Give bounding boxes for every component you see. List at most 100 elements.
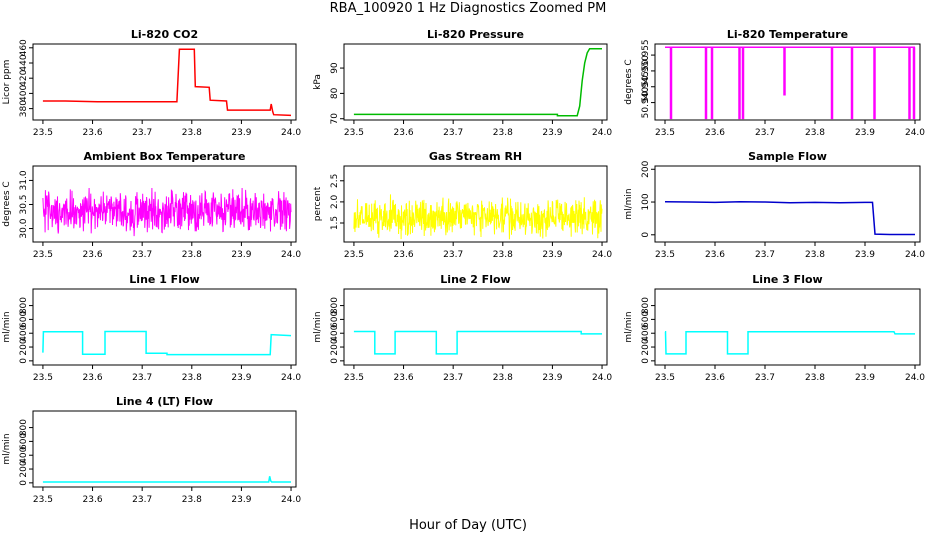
x-tick-label: 23.7: [443, 250, 463, 260]
y-tick-label: 200: [19, 460, 29, 477]
y-tick-label: 400: [19, 446, 29, 463]
y-tick-label: 200: [19, 338, 29, 355]
y-tick-label: 90: [330, 62, 340, 74]
y-tick-label: 400: [19, 324, 29, 341]
series-line: [665, 46, 916, 120]
x-tick-label: 24.0: [592, 250, 612, 260]
series-line: [42, 330, 292, 356]
x-tick-label: 23.8: [805, 373, 825, 383]
y-tick-label: 50.950: [641, 55, 651, 87]
panel-6: Sample Flow 23.5 23.6 23.7 23.8 23.9 24.0 0 100 2…: [624, 150, 925, 260]
y-tick-label: 600: [19, 311, 29, 328]
x-tick-label: 23.5: [33, 128, 53, 138]
y-tick-label: 460: [19, 39, 29, 56]
y-axis-label: ml/min: [2, 311, 12, 342]
panel-4: Ambient Box Temperature 23.5 23.6 23.7 23.8 2…: [2, 150, 301, 260]
y-tick-label: 440: [19, 54, 29, 71]
x-tick-label: 23.7: [132, 495, 152, 505]
plot-frame: [32, 43, 297, 121]
y-axis-label: ml/min: [624, 188, 634, 219]
y-tick-label: 400: [641, 324, 651, 341]
x-tick-label: 23.6: [705, 250, 725, 260]
y-tick-label: 50.945: [641, 71, 651, 103]
x-tick-label: 23.6: [83, 128, 103, 138]
series-line: [42, 476, 291, 483]
x-tick-label: 23.9: [855, 373, 875, 383]
panel-5: Gas Stream RH 23.5 23.6 23.7 23.8 23.9 24.0 1.5…: [313, 150, 612, 260]
y-axis-label: ml/min: [2, 433, 12, 464]
panel-title: Line 4 (LT) Flow: [116, 395, 213, 408]
y-tick-label: 800: [19, 297, 29, 314]
y-axis-label: kPa: [313, 74, 323, 90]
y-tick-label: 200: [641, 160, 651, 177]
x-tick-label: 23.5: [33, 250, 53, 260]
y-tick-label: 1.5: [330, 216, 340, 230]
x-tick-label: 23.9: [855, 250, 875, 260]
x-tick-label: 23.5: [344, 128, 364, 138]
panel-title: Li-820 Pressure: [427, 28, 524, 41]
x-tick-label: 23.7: [443, 128, 463, 138]
y-tick-label: 50.940: [641, 87, 651, 119]
y-tick-label: 420: [19, 69, 29, 86]
y-tick-label: 600: [641, 311, 651, 328]
x-tick-label: 23.8: [805, 128, 825, 138]
x-tick-label: 24.0: [905, 128, 925, 138]
y-tick-label: 200: [330, 338, 340, 355]
panel-8: Line 2 Flow 23.5 23.6 23.7 23.8 23.9 24.0 0 2004…: [313, 273, 612, 383]
y-tick-label: 800: [330, 297, 340, 314]
y-axis-label: percent: [313, 186, 323, 221]
x-tick-label: 23.9: [542, 373, 562, 383]
plot-frame: [654, 288, 921, 366]
x-tick-label: 23.7: [132, 373, 152, 383]
x-tick-label: 23.6: [83, 250, 103, 260]
x-tick-label: 24.0: [592, 128, 612, 138]
x-tick-label: 24.0: [281, 495, 301, 505]
x-tick-label: 23.5: [344, 373, 364, 383]
panel-title: Sample Flow: [748, 150, 827, 163]
series-line: [353, 194, 603, 240]
x-tick-label: 23.8: [493, 250, 513, 260]
x-tick-label: 24.0: [281, 250, 301, 260]
x-tick-label: 23.8: [493, 128, 513, 138]
x-tick-label: 23.9: [542, 128, 562, 138]
x-tick-label: 23.9: [231, 373, 251, 383]
y-axis-label: ml/min: [313, 311, 323, 342]
y-tick-label: 100: [641, 193, 651, 210]
x-tick-label: 23.6: [83, 495, 103, 505]
y-tick-label: 600: [19, 433, 29, 450]
y-tick-label: 80: [330, 87, 340, 99]
x-tick-label: 23.8: [182, 495, 202, 505]
x-tick-label: 23.7: [132, 128, 152, 138]
y-axis-label: degrees C: [624, 59, 634, 104]
y-tick-label: 0: [19, 358, 29, 364]
y-tick-label: 50.955: [641, 39, 651, 70]
y-tick-label: 600: [330, 311, 340, 328]
x-tick-label: 23.8: [182, 373, 202, 383]
figure-x-axis-title: Hour of Day (UTC): [409, 518, 527, 533]
y-tick-label: 0: [641, 358, 651, 364]
panel-3: Li-820 Temperature 23.5 23.6 23.7 23.8 23.9 24…: [624, 28, 925, 138]
x-tick-label: 23.6: [394, 128, 414, 138]
x-tick-label: 23.9: [231, 495, 251, 505]
x-tick-label: 24.0: [905, 373, 925, 383]
y-tick-label: 30.5: [19, 194, 29, 214]
figure-title: RBA_100920 1 Hz Diagnostics Zoomed PM: [329, 1, 607, 16]
x-tick-label: 23.7: [755, 373, 775, 383]
panel-7: Line 1 Flow 23.5 23.6 23.7 23.8 23.9 24.0 0 2004…: [2, 273, 301, 383]
x-tick-label: 24.0: [281, 373, 301, 383]
x-tick-label: 23.9: [231, 250, 251, 260]
x-tick-label: 23.7: [755, 250, 775, 260]
plot-frame: [343, 288, 608, 366]
x-tick-label: 23.5: [344, 250, 364, 260]
plot-frame: [654, 165, 921, 243]
x-tick-label: 23.5: [655, 250, 675, 260]
y-tick-label: 30.0: [19, 218, 29, 238]
plot-frame: [32, 410, 297, 488]
y-tick-label: 2.5: [330, 174, 340, 188]
x-tick-label: 23.8: [182, 250, 202, 260]
x-tick-label: 23.7: [755, 128, 775, 138]
y-tick-label: 400: [19, 85, 29, 102]
y-tick-label: 800: [19, 419, 29, 436]
plot-frame: [343, 165, 608, 243]
panel-title: Line 3 Flow: [752, 273, 822, 286]
